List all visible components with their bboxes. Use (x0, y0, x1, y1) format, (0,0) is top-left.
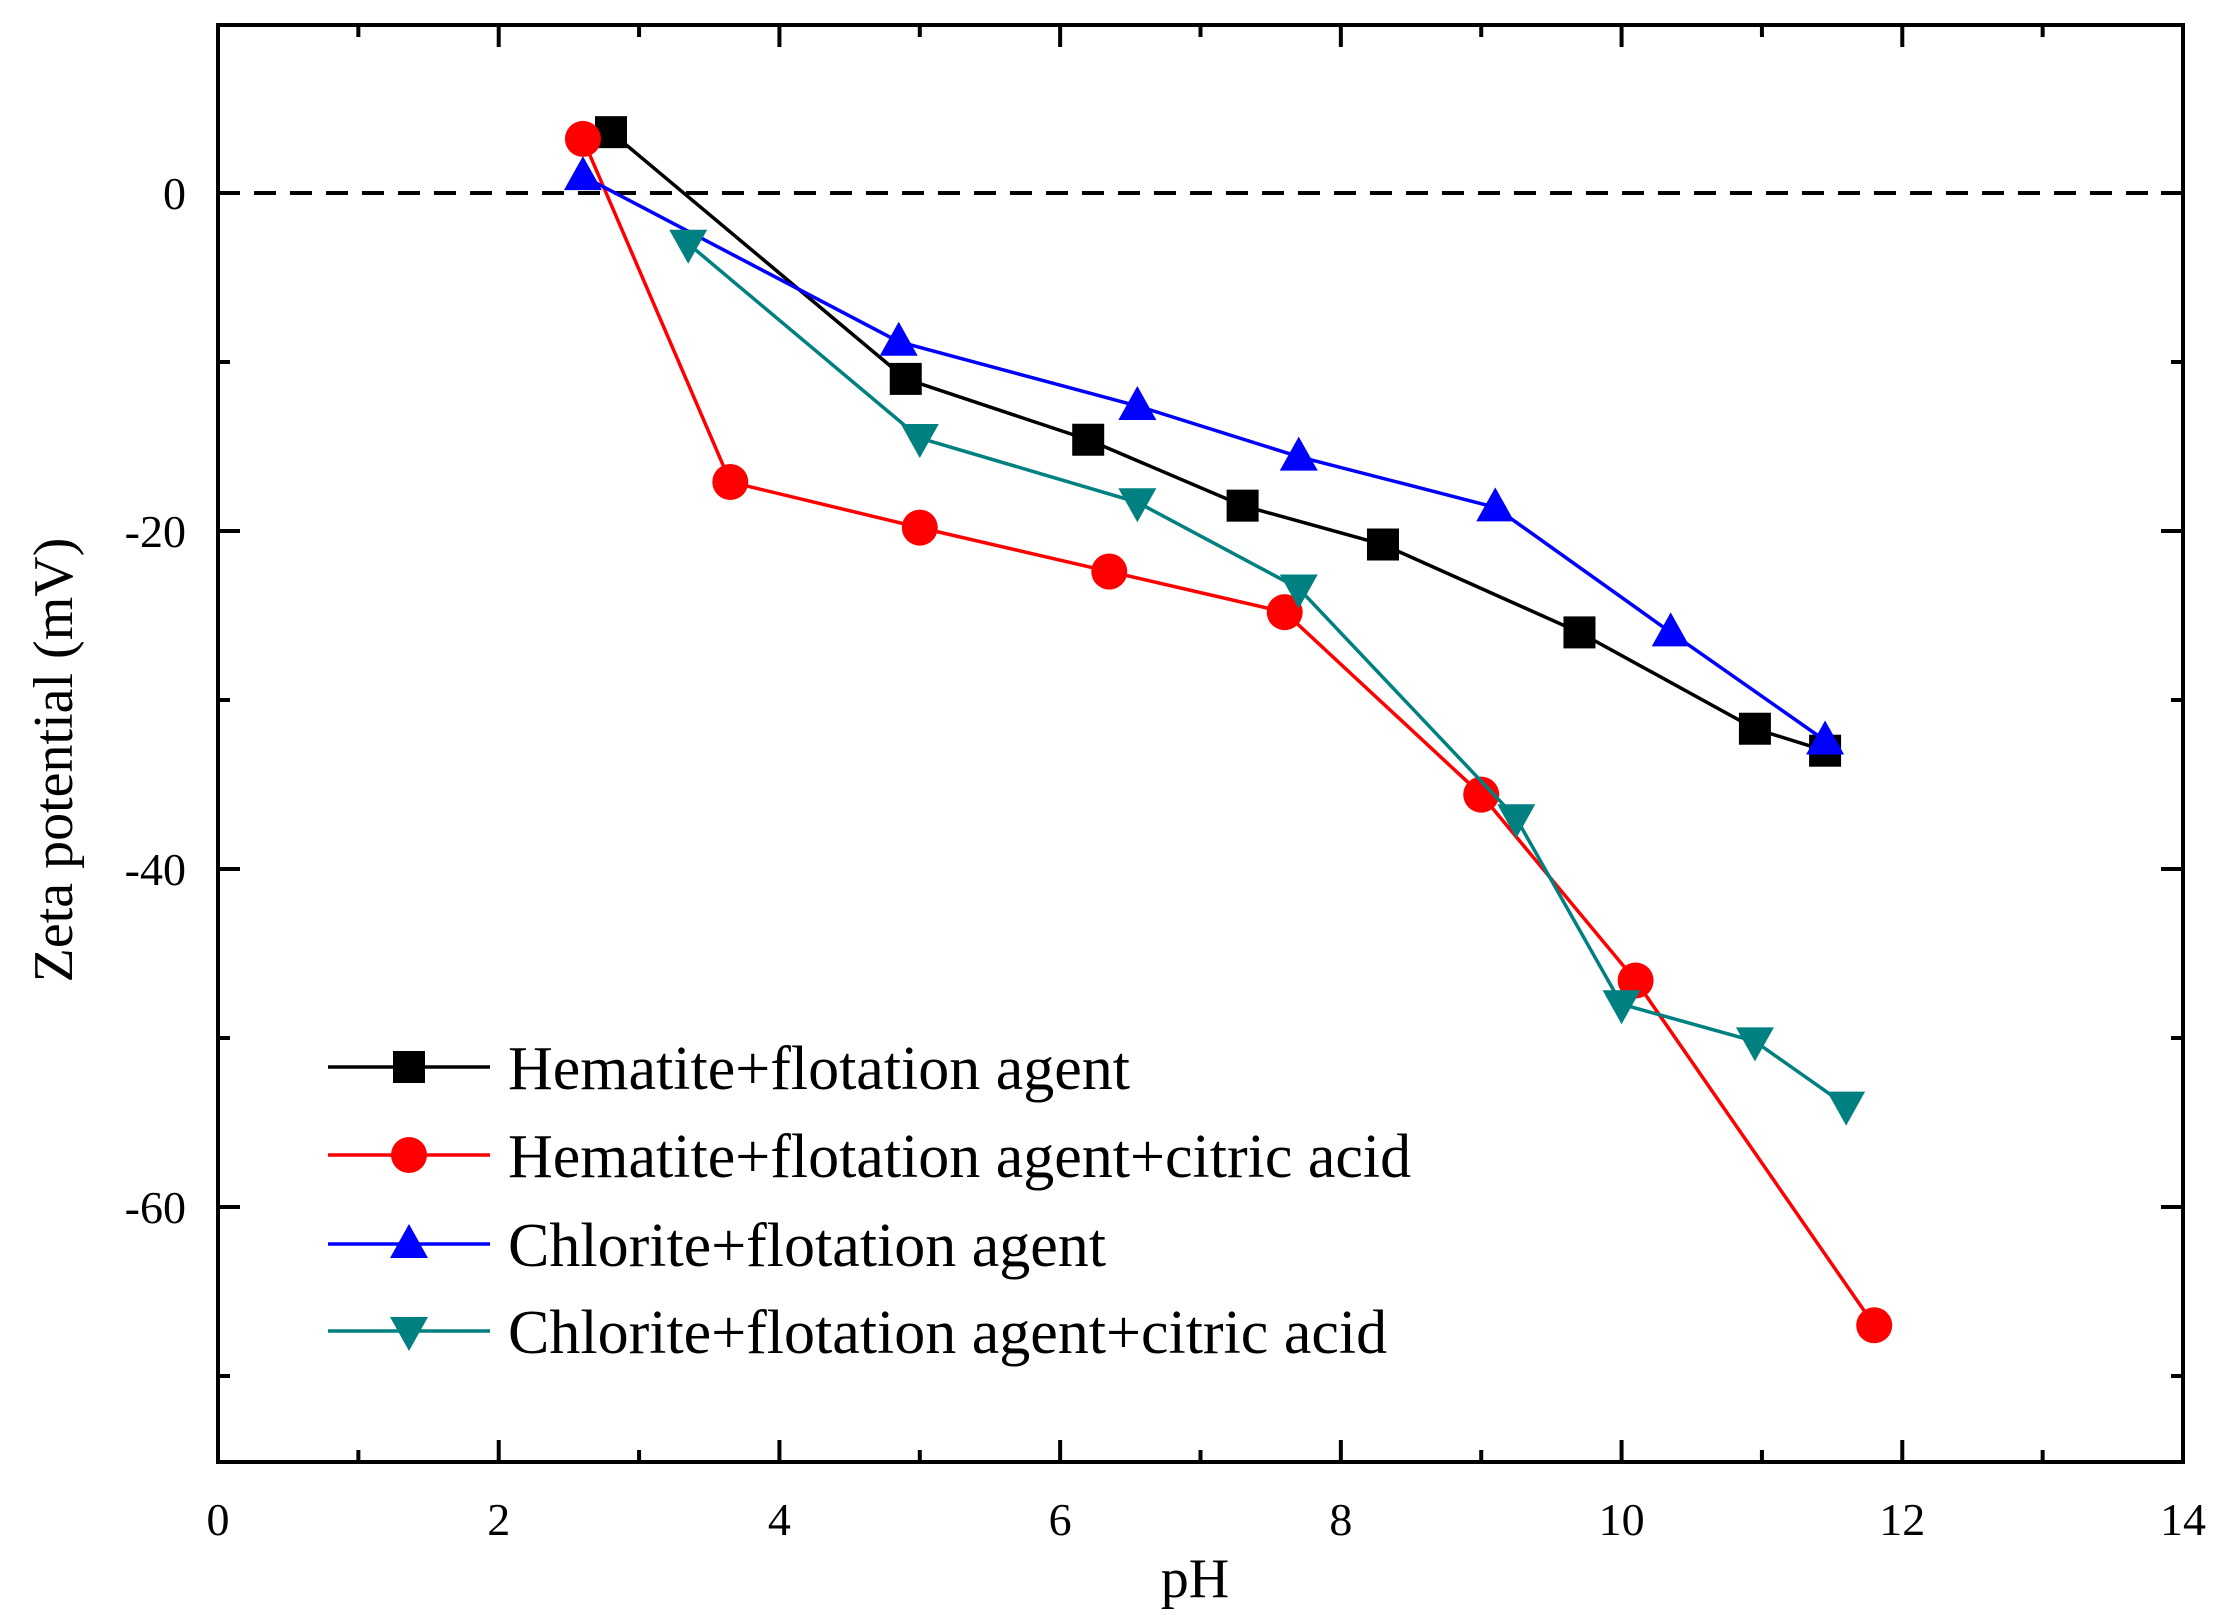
x-axis-title: pH (1161, 1548, 1229, 1610)
data-point (1651, 612, 1690, 647)
y-tick-label: -40 (125, 844, 186, 895)
x-tick-label: 12 (1879, 1494, 1925, 1545)
data-point (1091, 553, 1128, 590)
y-axis-title: Zeta potential (mV) (23, 538, 85, 983)
data-point (1856, 1307, 1893, 1344)
data-point (1279, 574, 1318, 609)
x-tick-label: 10 (1599, 1494, 1645, 1545)
legend-item: Hematite+flotation agent (328, 1035, 1130, 1103)
data-point (564, 120, 601, 157)
x-tick-label: 6 (1049, 1494, 1072, 1545)
series-line (582, 174, 1827, 742)
data-point (1266, 594, 1303, 631)
legend-marker (391, 1137, 427, 1173)
legend-label: Hematite+flotation agent (508, 1035, 1130, 1103)
legend-label: Chlorite+flotation agent (508, 1212, 1106, 1280)
series-line (581, 138, 1876, 1327)
series-4 (669, 229, 1866, 1126)
data-series (563, 116, 1893, 1344)
series-line (687, 242, 1848, 1108)
series-2 (564, 120, 1893, 1344)
data-point (1497, 804, 1536, 839)
data-point (1072, 423, 1105, 456)
data-point (1827, 1091, 1866, 1126)
data-point (879, 321, 918, 356)
legend-item: Chlorite+flotation agent (328, 1212, 1106, 1280)
legend-label: Chlorite+flotation agent+citric acid (508, 1299, 1387, 1367)
data-point (1366, 528, 1399, 561)
data-point (1735, 1027, 1774, 1062)
legend: Hematite+flotation agent Hematite+flotati… (328, 1035, 1411, 1367)
data-point (712, 463, 749, 500)
legend-label: Hematite+flotation agent+citric acid (508, 1123, 1411, 1191)
data-point (1279, 436, 1318, 471)
data-point (1602, 990, 1641, 1025)
series-line (609, 130, 1826, 753)
x-tick-label: 14 (2160, 1494, 2206, 1545)
axis-ticks: 0 2 4 6 8 10 12 14 0 -20 -40 -60 (125, 25, 2206, 1545)
series-1 (595, 116, 1842, 767)
series-3 (563, 156, 1845, 755)
data-point (1463, 776, 1500, 813)
legend-item: Chlorite+flotation agent+citric acid (328, 1299, 1387, 1367)
legend-item: Hematite+flotation agent+citric acid (328, 1123, 1411, 1191)
x-tick-label: 8 (1329, 1494, 1352, 1545)
y-tick-label: -60 (125, 1182, 186, 1233)
legend-marker (393, 1051, 425, 1083)
data-point (1118, 385, 1157, 420)
data-point (1476, 487, 1515, 522)
y-tick-label: 0 (163, 168, 186, 219)
data-point (901, 509, 938, 546)
data-point (563, 156, 602, 191)
data-point (669, 229, 708, 264)
x-tick-label: 2 (487, 1494, 510, 1545)
data-point (1118, 488, 1157, 523)
legend-marker (390, 1224, 428, 1258)
data-point (1617, 962, 1654, 999)
data-point (1563, 616, 1596, 649)
data-point (1806, 720, 1845, 755)
y-tick-label: -20 (125, 506, 186, 557)
data-point (889, 362, 922, 395)
data-point (1738, 712, 1771, 745)
data-point (1226, 489, 1259, 522)
x-tick-label: 4 (768, 1494, 791, 1545)
x-tick-label: 0 (207, 1494, 230, 1545)
data-point (900, 424, 939, 459)
legend-marker (390, 1317, 428, 1351)
